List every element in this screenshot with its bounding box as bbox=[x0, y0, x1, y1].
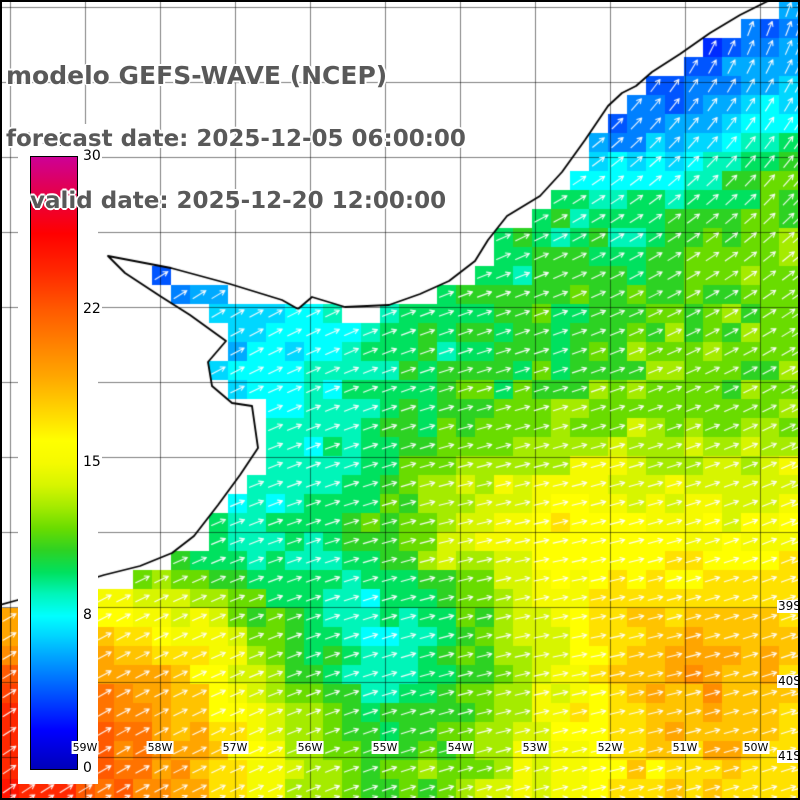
longitude-label: 57W bbox=[221, 741, 249, 754]
colorbar-unit-label: [m/s] bbox=[25, 130, 65, 148]
longitude-label: 58W bbox=[146, 741, 174, 754]
longitude-label: 54W bbox=[446, 741, 474, 754]
colorbar: [m/s] 30 22 15 8 0 bbox=[18, 124, 102, 784]
latitude-label: 39S bbox=[777, 599, 800, 613]
latitude-label: 40S bbox=[777, 674, 800, 688]
longitude-label: 55W bbox=[371, 741, 399, 754]
latitude-label: 41S bbox=[777, 749, 800, 763]
colorbar-tick-label: 8 bbox=[82, 607, 93, 623]
colorbar-tick-label: 15 bbox=[82, 454, 102, 470]
longitude-label: 53W bbox=[521, 741, 549, 754]
longitude-label: 56W bbox=[296, 741, 324, 754]
longitude-label: 52W bbox=[596, 741, 624, 754]
longitude-label: 59W bbox=[71, 741, 99, 754]
forecast-date-label: forecast date: 2025-12-05 06:00:00 bbox=[6, 126, 466, 152]
longitude-label: 50W bbox=[742, 741, 770, 754]
colorbar-gradient bbox=[30, 156, 78, 770]
colorbar-tick-label: 0 bbox=[82, 760, 93, 776]
longitude-label: 51W bbox=[671, 741, 699, 754]
valid-date-label: valid date: 2025-12-20 12:00:00 bbox=[6, 188, 447, 214]
title-block: modelo GEFS-WAVE (NCEP) forecast date: 2… bbox=[6, 24, 466, 251]
model-title: modelo GEFS-WAVE (NCEP) bbox=[6, 61, 388, 90]
colorbar-tick-label: 30 bbox=[82, 148, 102, 164]
colorbar-tick-label: 22 bbox=[82, 301, 102, 317]
